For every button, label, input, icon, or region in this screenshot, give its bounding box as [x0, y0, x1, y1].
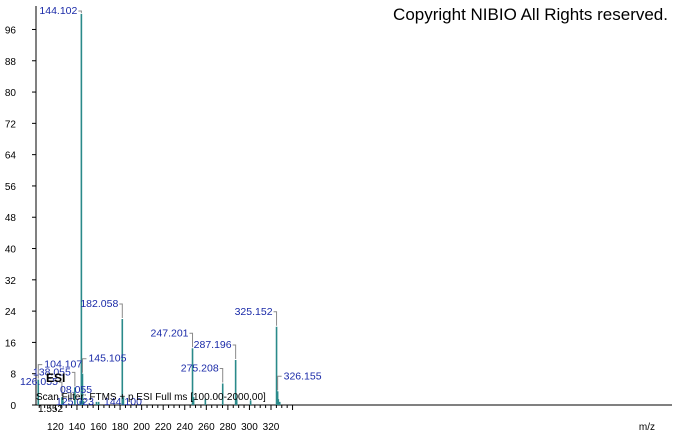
y-tick-label: 40: [5, 245, 17, 256]
copyright-notice: Copyright NIBIO All Rights reserved.: [393, 5, 668, 24]
peak-leader: [232, 344, 237, 360]
peak-label: 275.208: [181, 362, 219, 374]
x-tick-label: 200: [133, 422, 150, 433]
x-axis-label: m/z: [639, 422, 655, 433]
peaks: [37, 13, 281, 405]
peak-leader: [189, 332, 194, 348]
peak-label: 247.201: [151, 327, 189, 339]
peak-leader: [78, 10, 82, 13]
x-tick-label: 220: [155, 422, 172, 433]
x-tick-label: 180: [112, 422, 129, 433]
peak-label: 104.107: [44, 359, 82, 371]
x-tick-label: 140: [69, 422, 86, 433]
axes: [32, 6, 672, 410]
x-tick-label: 160: [90, 422, 107, 433]
y-tick-label: 16: [5, 338, 17, 349]
peak-label: 325.152: [235, 306, 273, 318]
peak-label: 326.155: [284, 370, 322, 382]
peak-label: 144.102: [39, 5, 77, 17]
x-tick-label: 300: [241, 422, 258, 433]
peak-label: 138.055: [33, 366, 71, 378]
peak-label: 287.196: [194, 339, 232, 351]
y-tick-label: 0: [10, 401, 16, 412]
peak-leader: [58, 381, 63, 397]
tick-labels: 0 8 16 24 32 40 48 56 64 72 80 88 96 120 140 160 180 200 2…: [5, 25, 280, 433]
y-tick-label: 72: [5, 119, 17, 130]
peak-label-partial: 125.023: [56, 396, 94, 408]
x-tick-label: 280: [220, 422, 237, 433]
peak-leader: [277, 375, 282, 391]
x-tick-label: 320: [263, 422, 280, 433]
x-tick-label: 240: [176, 422, 193, 433]
peak-label: 182.058: [80, 298, 118, 310]
scan-filter-text: Scan Filter: FTMS + p ESI Full ms [100.0…: [36, 392, 266, 403]
peak-label: 126.055: [20, 376, 58, 388]
ion-mode-label: ESI: [46, 371, 65, 385]
x-tick-label: 120: [47, 422, 64, 433]
y-tick-label: 32: [5, 276, 17, 287]
peak-label-partial: 144.100: [104, 396, 142, 408]
peak-leader: [119, 303, 123, 318]
y-tick-label: 96: [5, 25, 17, 36]
y-tick-label: 88: [5, 57, 17, 68]
peak-label: 145.105: [88, 353, 126, 365]
y-tick-label: 48: [5, 213, 17, 224]
small-value-text: 1.552: [38, 404, 63, 415]
peak-leader: [37, 364, 43, 379]
y-tick-label: 24: [5, 307, 17, 318]
y-tick-label: 64: [5, 151, 17, 162]
y-tick-label: 80: [5, 88, 17, 99]
peak-label-partial: 08.055: [60, 384, 92, 396]
peak-leader: [71, 371, 76, 387]
x-tick-label: 260: [198, 422, 215, 433]
peak-leader: [81, 358, 87, 373]
y-tick-label: 56: [5, 182, 17, 193]
peak-leader: [273, 311, 278, 326]
y-tick-label: 8: [10, 370, 16, 381]
peak-leader: [219, 367, 224, 383]
